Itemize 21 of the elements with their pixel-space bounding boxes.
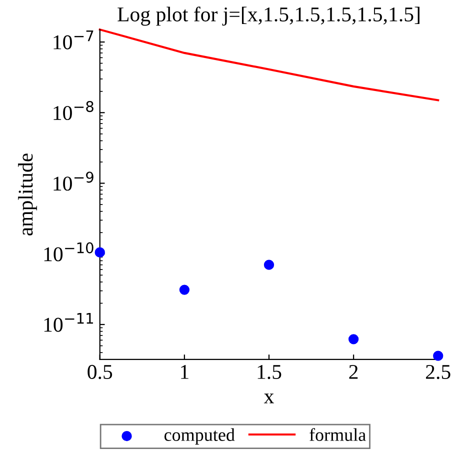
point xyxy=(264,260,274,270)
legend-label: computed xyxy=(164,428,235,445)
point xyxy=(433,350,444,361)
y-axis-title: amplitude xyxy=(18,154,37,236)
x-tick-label: 1 xyxy=(181,365,188,379)
x-tick-label: 1.5 xyxy=(258,365,282,380)
legend-label: formula xyxy=(310,428,366,441)
x-tick-label: 0.5 xyxy=(88,364,112,380)
y-tick-label: 10$^{−11}$ xyxy=(44,313,93,332)
chart-title: Log plot for j=[x,1.5,1.5,1.5,1.5,1.5] xyxy=(118,6,420,26)
x-tick-label: 2 xyxy=(349,364,358,379)
point xyxy=(94,247,105,258)
y-tick-label: 10$^{−10}$ xyxy=(44,242,94,262)
point xyxy=(348,334,359,344)
x-axis-title: x xyxy=(264,394,274,404)
y-tick-label: 10$^{−9}$ xyxy=(54,172,94,191)
line-series xyxy=(98,28,440,102)
x-tick-label: 2.5 xyxy=(426,364,450,380)
point xyxy=(179,284,190,295)
y-tick-label: 10$^{−8}$ xyxy=(54,101,94,120)
y-tick-label: 10$^{−7}$ xyxy=(54,30,94,50)
